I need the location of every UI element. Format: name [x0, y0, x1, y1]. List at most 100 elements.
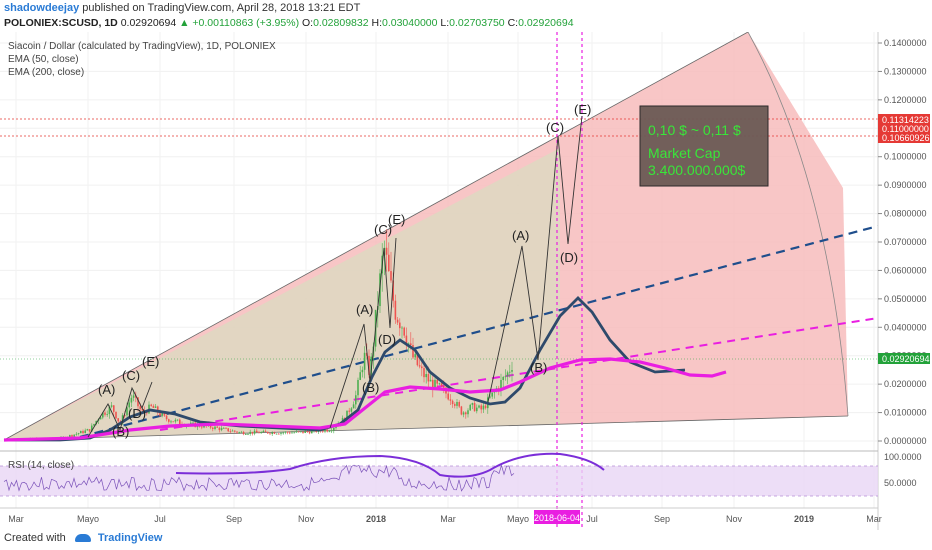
last-price: 0.02920694 [120, 17, 177, 29]
ema50-legend[interactable]: EMA (50, close) [8, 54, 79, 65]
candle-body [412, 344, 414, 358]
candle-body [128, 402, 130, 408]
rsi-tick-100: 100.0000 [884, 452, 922, 462]
candle-body [429, 379, 432, 382]
time-axis[interactable]: Mar Mayo Jul Sep Nov 2018 Mar Mayo Jul Sep Nov 2019… [8, 514, 882, 524]
chart-title: Siacoin / Dollar (calculated by TradingV… [8, 41, 276, 52]
tradingview-brand[interactable]: TradingView [97, 532, 163, 544]
wave-labels: (A) (B) (C) (D) (E) (A) (B) (C) (D) (E) … [98, 102, 591, 439]
upper-trendline [3, 32, 749, 441]
candle-body [434, 379, 436, 390]
candle-body [295, 431, 298, 433]
candle-body [427, 374, 430, 382]
wave-label-e2: (E) [388, 212, 405, 227]
y-tick-label: 0.0600000 [884, 265, 927, 275]
candle-body [77, 433, 80, 434]
candle-body [73, 434, 75, 437]
candle-body [126, 407, 128, 416]
candle-body [399, 322, 401, 329]
candle-body [234, 430, 236, 432]
y-tick-label: 0.0800000 [884, 209, 927, 219]
rsi-legend[interactable]: RSI (14, close) [8, 460, 74, 471]
candle-body [236, 431, 238, 433]
author-name[interactable]: shadowdeejay [4, 2, 80, 14]
x-tick-label: 2018 [366, 514, 386, 524]
y-tick-label: 0.0000000 [884, 436, 927, 446]
candle-body [511, 370, 513, 372]
candle-body [473, 403, 476, 412]
candle-body [275, 433, 278, 435]
candle-body [418, 365, 421, 367]
price-chart[interactable]: (A) (B) (C) (D) (E) (A) (B) (C) (D) (E) … [0, 32, 932, 530]
candle-body [218, 427, 221, 431]
candle-body [405, 335, 408, 345]
pink-dashed-trendline [159, 317, 879, 431]
candle-body [108, 406, 111, 415]
x-tick-label: Nov [298, 514, 315, 524]
x-tick-label: 2019 [794, 514, 814, 524]
y-tick-label: 0.1400000 [884, 38, 927, 48]
candle-body [152, 405, 155, 408]
candle-body [456, 401, 458, 406]
ema-50-line [4, 296, 686, 442]
price-label: 0.10660926 [882, 133, 930, 143]
candle-body [240, 431, 243, 433]
candle-body [220, 427, 223, 431]
candle-body [403, 327, 405, 336]
candle-body [80, 431, 82, 434]
candle-body [229, 431, 232, 433]
wave-label-c1: (C) [122, 368, 140, 383]
candle-body [449, 399, 452, 401]
candle-body [141, 409, 144, 411]
x-tick-label: Nov [726, 514, 743, 524]
annotation-box[interactable] [639, 105, 769, 187]
candle-body [293, 432, 295, 434]
publish-header: shadowdeejay published on TradingView.co… [4, 2, 360, 14]
candle-body [363, 352, 366, 370]
candle-body [165, 415, 168, 420]
y-tick-label: 0.1000000 [884, 152, 927, 162]
candle-body [91, 425, 93, 432]
candle-body [115, 411, 117, 419]
candle-body [71, 435, 73, 437]
open-label: O: [301, 17, 314, 29]
ema200-legend[interactable]: EMA (200, close) [8, 67, 84, 78]
y-tick-label: 0.1200000 [884, 95, 927, 105]
wave-label-d1: (D) [128, 406, 146, 421]
candle-body [84, 430, 86, 433]
candle-body [227, 428, 229, 432]
candle-body [324, 429, 326, 432]
candle-body [201, 426, 203, 428]
tradingview-logo-icon [74, 534, 91, 543]
candle-body [179, 419, 181, 424]
candle-body [289, 432, 291, 434]
candle-body [489, 396, 491, 398]
candle-body [124, 415, 126, 417]
candle-body [465, 412, 467, 415]
rsi-tick-50: 50.0000 [884, 478, 917, 488]
candle-body [291, 432, 293, 434]
candle-body [251, 431, 254, 434]
wave-label-a2: (A) [356, 302, 373, 317]
x-tick-label: Mar [8, 514, 24, 524]
candle-body [300, 431, 302, 433]
candle-body [401, 327, 403, 329]
candle-body [88, 429, 91, 432]
wave-zigzag-1 [87, 381, 153, 438]
candle-body [86, 429, 89, 431]
price-axis[interactable]: 0.14000000.13000000.12000000.11000000.10… [878, 38, 927, 446]
y-tick-label: 0.0200000 [884, 379, 927, 389]
wave-label-e3: (E) [574, 102, 591, 117]
wave-zigzag-2 [329, 237, 397, 429]
candle-body [280, 432, 282, 434]
candle-body [491, 392, 493, 397]
candle-body [132, 395, 135, 398]
candle-body [478, 405, 480, 408]
x-tick-label: Jul [154, 514, 166, 524]
candle-body [482, 405, 485, 410]
candle-body [302, 431, 304, 433]
candle-body [500, 380, 502, 391]
candle-body [322, 430, 324, 432]
candle-body [139, 406, 141, 410]
